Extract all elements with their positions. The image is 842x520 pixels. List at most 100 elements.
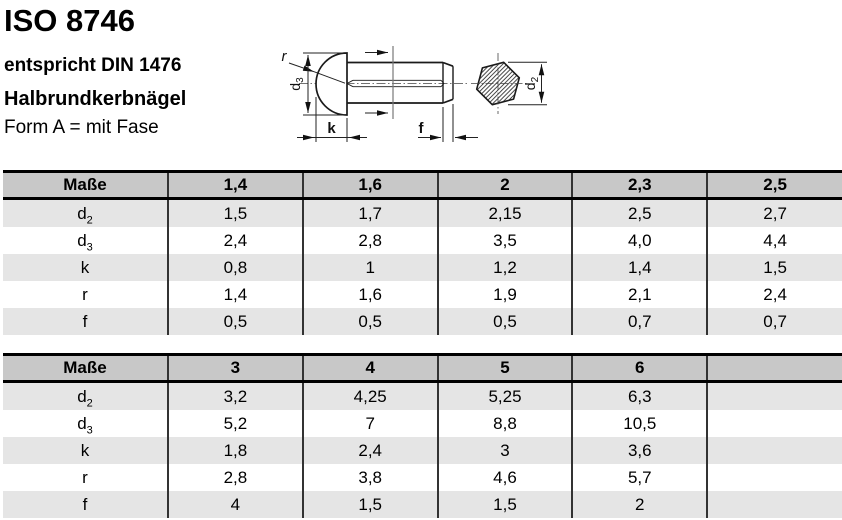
value-cell: 1,5 [706,254,842,281]
column-header-size: 1,6 [301,171,438,200]
value-cell: 3,8 [301,464,438,491]
value-cell: 1,6 [301,281,438,308]
value-cell: 1,2 [436,254,573,281]
row-label: f [82,311,88,331]
row-label: d3 [77,413,93,436]
value-cell: 1,8 [167,437,303,464]
value-cell: 2,4 [167,227,303,254]
value-cell: 0,7 [571,308,708,335]
value-cell: 10,5 [571,410,708,437]
value-cell: 3,5 [436,227,573,254]
value-cell: 2,4 [301,437,438,464]
row-label: d2 [77,386,93,409]
value-cell: 8,8 [436,410,573,437]
pin-cross-section [471,53,547,114]
page-title: ISO 8746 [4,3,135,38]
dim-k [297,97,367,142]
value-cell: 2,7 [706,198,842,227]
column-header-size: 6 [571,354,708,383]
value-cell [706,410,842,437]
table-row: d2 1,5 1,7 2,15 2,5 2,7 [3,198,842,227]
dimension-table-small-sizes: Maße 1,4 1,6 2 2,3 2,5 d2 1,5 1,7 2,15 2,5 2,7 d3 2,… [3,170,842,335]
product-name: Halbrundkerbnägel [4,88,187,110]
dim-label-d2: d2 [522,76,541,90]
table-row: r 2,8 3,8 4,6 5,7 [3,464,842,491]
table-header-row: Maße 3 4 5 6 [3,354,842,383]
value-cell: 2,8 [167,464,303,491]
value-cell [706,381,842,410]
column-header-masse: Maße [3,171,168,200]
value-cell [706,437,842,464]
value-cell: 4,25 [301,381,438,410]
table-row: f 4 1,5 1,5 2 [3,491,842,518]
value-cell: 1,5 [436,491,573,518]
row-label: k [80,440,90,460]
table-row: f 0,5 0,5 0,5 0,7 0,7 [3,308,842,335]
value-cell: 6,3 [571,381,708,410]
form-note: Form A = mit Fase [4,117,159,138]
row-label: d2 [77,203,93,226]
row-label: r [82,284,88,304]
groove-lines [346,79,445,88]
value-cell: 4,4 [706,227,842,254]
table-row: r 1,4 1,6 1,9 2,1 2,4 [3,281,842,308]
dim-d2 [508,61,547,106]
row-label: f [82,494,88,514]
table-row: d2 3,2 4,25 5,25 6,3 [3,381,842,410]
value-cell: 1,5 [301,491,438,518]
dim-f [418,104,478,142]
column-header-size: 5 [436,354,573,383]
table-header-row: Maße 1,4 1,6 2 2,3 2,5 [3,171,842,200]
dimension-table-large-sizes: Maße 3 4 5 6 d2 3,2 4,25 5,25 6,3 d3 5,2 7 8,8 10,5 k 1… [3,353,842,518]
value-cell: 2,4 [706,281,842,308]
value-cell: 5,7 [571,464,708,491]
value-cell: 2 [571,491,708,518]
dim-label-r: r [282,48,288,65]
table-row: k 1,8 2,4 3 3,6 [3,437,842,464]
value-cell: 0,5 [436,308,573,335]
value-cell: 3,2 [167,381,303,410]
row-label: r [82,467,88,487]
column-header-size: 2 [436,171,573,200]
value-cell: 0,5 [167,308,303,335]
value-cell: 3 [436,437,573,464]
value-cell: 5,2 [167,410,303,437]
pin-side-view [288,46,478,142]
column-header-size: 2,5 [706,171,842,200]
value-cell: 2,5 [571,198,708,227]
row-label: k [80,257,90,277]
value-cell: 1,4 [571,254,708,281]
column-header-size: 1,4 [167,171,303,200]
value-cell: 1,7 [301,198,438,227]
value-cell: 0,7 [706,308,842,335]
value-cell: 5,25 [436,381,573,410]
table-row: k 0,8 1 1,2 1,4 1,5 [3,254,842,281]
value-cell [706,464,842,491]
table-row: d3 2,4 2,8 3,5 4,0 4,4 [3,227,842,254]
column-header-size [706,354,842,383]
column-header-size: 3 [167,354,303,383]
row-label: d3 [77,230,93,253]
value-cell: 0,8 [167,254,303,281]
value-cell: 1,4 [167,281,303,308]
dim-label-k: k [327,120,336,137]
title-block: ISO 8746 entspricht DIN 1476 Halbrundker… [4,2,186,140]
dim-d3 [303,52,344,116]
standard-equivalence: entspricht DIN 1476 [4,55,182,76]
dim-label-f: f [419,120,425,137]
value-cell: 2,8 [301,227,438,254]
value-cell: 2,15 [436,198,573,227]
column-header-size: 4 [301,354,438,383]
value-cell: 1,5 [167,198,303,227]
value-cell: 1,9 [436,281,573,308]
technical-drawing: r d3 k f d2 [282,46,547,142]
value-cell: 0,5 [301,308,438,335]
table-row: d3 5,2 7 8,8 10,5 [3,410,842,437]
dim-label-d3: d3 [287,77,306,91]
value-cell: 2,1 [571,281,708,308]
value-cell: 4 [167,491,303,518]
column-header-size: 2,3 [571,171,708,200]
value-cell: 4,0 [571,227,708,254]
dim-r [288,62,346,84]
value-cell [706,491,842,518]
